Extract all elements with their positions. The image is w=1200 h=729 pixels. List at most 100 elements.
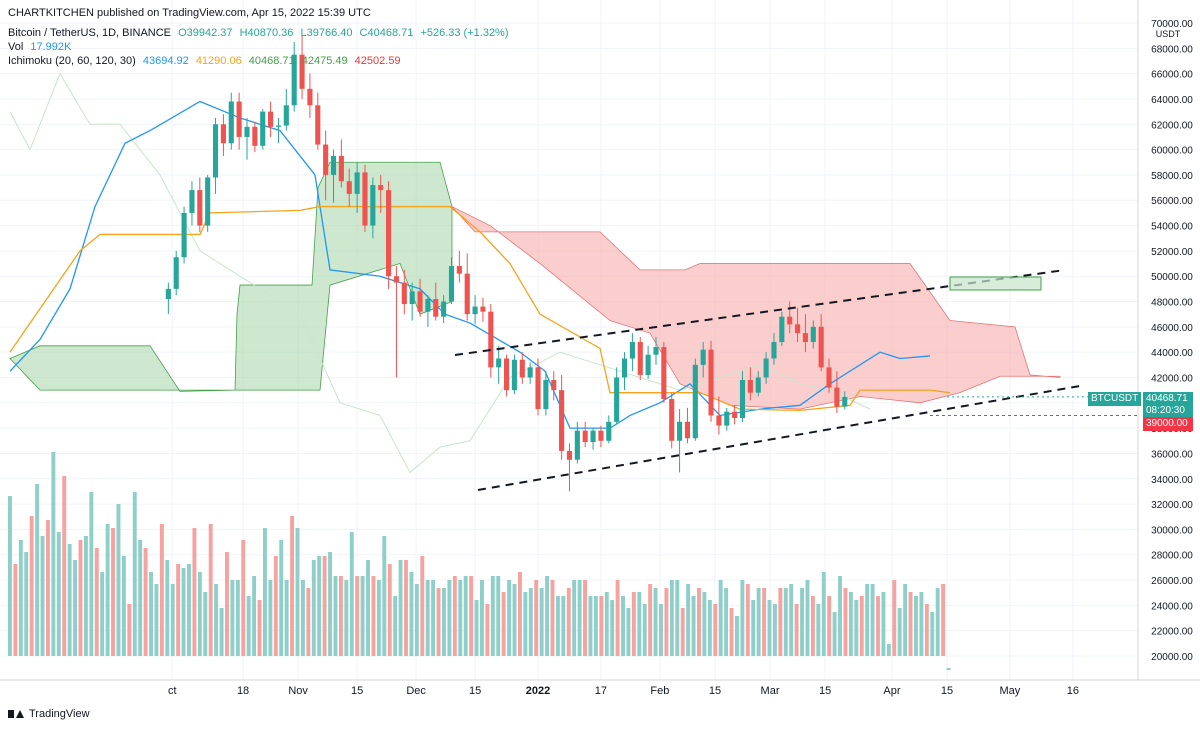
volume-bar	[919, 592, 924, 656]
candle-body	[559, 390, 565, 451]
candle-body	[299, 54, 305, 89]
volume-bar	[713, 604, 718, 656]
volume-bar	[105, 524, 110, 656]
price-tick-label: 32000.00	[1151, 500, 1193, 511]
volume-bars	[8, 452, 951, 670]
symbol-legend[interactable]: Bitcoin / TetherUS, 1D, BINANCE O39942.3…	[8, 26, 513, 40]
candle-body	[386, 190, 392, 277]
price-tick-label: 34000.00	[1151, 475, 1193, 486]
volume-bar	[740, 580, 745, 656]
volume-bar	[756, 588, 761, 656]
volume-bar	[843, 588, 848, 656]
candle-body	[511, 359, 517, 391]
volume-bar	[572, 580, 577, 656]
candle-body	[747, 380, 753, 393]
price-unit-label: USDT	[1156, 29, 1181, 39]
trendline-drawings	[454, 269, 1138, 491]
footer-brand[interactable]: TradingView	[8, 708, 90, 720]
volume-bar	[230, 580, 235, 656]
volume-bar	[550, 580, 555, 656]
volume-bar	[599, 596, 604, 656]
candle-body	[291, 54, 297, 106]
candle-body	[637, 342, 643, 375]
volume-bar	[116, 504, 121, 656]
volume-bar	[810, 596, 815, 656]
volume-bar	[398, 560, 403, 656]
volume-bar	[615, 580, 620, 656]
candle-body	[323, 144, 329, 175]
candle-body	[810, 326, 816, 343]
candle-body	[496, 358, 502, 368]
candle-body	[448, 266, 455, 302]
volume-bar	[859, 596, 864, 656]
volume-bar	[697, 588, 701, 656]
price-axis[interactable]: 70000.00 68000.00 66000.00 64000.00 62000.00…	[1137, 0, 1193, 680]
volume-bar	[67, 544, 72, 656]
candle-body	[228, 101, 234, 144]
volume-bar	[284, 580, 289, 656]
volume-bar	[94, 548, 99, 656]
volume-bar	[317, 556, 322, 656]
volume-bar	[143, 548, 148, 656]
volume-bar	[631, 592, 636, 656]
volume-bar	[794, 604, 799, 656]
volume-bar	[941, 584, 946, 656]
candle-body	[275, 125, 282, 127]
candle-body	[173, 257, 179, 289]
candle-body	[252, 126, 258, 146]
volume-bar	[800, 588, 805, 656]
volume-bar	[333, 576, 338, 656]
ichimoku-value-lead2: 42502.59	[354, 55, 401, 67]
candle-body	[543, 380, 549, 410]
volume-bar	[772, 604, 777, 656]
candle-body	[283, 105, 289, 126]
volume-bar	[669, 580, 674, 656]
volume-bar	[322, 556, 327, 656]
volume-bar	[469, 576, 474, 656]
volume-legend[interactable]: Vol 17.992K	[8, 40, 75, 54]
ichimoku-lines	[9, 100, 951, 429]
volume-bar	[517, 572, 522, 656]
tenkan-line	[9, 100, 931, 429]
candle-body	[755, 377, 761, 393]
volume-bar	[496, 576, 501, 656]
candle-body	[480, 306, 486, 312]
volume-bar	[821, 572, 826, 656]
volume-bar	[366, 560, 370, 656]
price-tick-label: 22000.00	[1151, 627, 1193, 638]
volume-bar	[659, 604, 663, 656]
volume-bar	[767, 600, 772, 656]
time-tick-label: Mar	[761, 685, 780, 697]
volume-bar	[718, 580, 723, 656]
volume-bar	[751, 600, 756, 656]
high-value: H40870.36	[239, 27, 294, 39]
ichimoku-legend[interactable]: Ichimoku (20, 60, 120, 30) 43694.92 4129…	[8, 54, 405, 68]
volume-bar	[306, 588, 311, 656]
volume-bar	[783, 588, 788, 656]
candle-body	[551, 380, 557, 391]
price-tick-label: 60000.00	[1151, 146, 1193, 157]
candle-body	[346, 181, 352, 194]
volume-bar	[138, 540, 143, 656]
candle-body	[315, 105, 321, 145]
volume-bar	[8, 496, 12, 656]
volume-bar	[930, 612, 935, 656]
candle-body	[842, 396, 848, 407]
candle-body	[826, 367, 832, 388]
volume-bar	[154, 584, 159, 656]
kijun-line	[9, 205, 951, 412]
ichimoku-value-base: 41290.06	[195, 55, 242, 67]
volume-bar	[593, 596, 598, 656]
volume-bar	[203, 592, 208, 656]
candle-body	[205, 177, 211, 226]
time-tick-label: Apr	[883, 685, 900, 697]
volume-bar	[431, 580, 436, 656]
ichimoku-value-lead1: 42475.49	[301, 55, 348, 67]
volume-bar	[425, 580, 430, 656]
volume-bar	[235, 580, 240, 656]
publisher-text: CHARTKITCHEN published on TradingView.co…	[8, 7, 371, 19]
candle-body	[700, 349, 706, 365]
time-axis[interactable]: ct 18 Nov 15 Dec 15 2022 17 Feb 15 Mar 15 Apr 15 May 16	[0, 679, 1200, 697]
volume-bar	[848, 592, 853, 656]
